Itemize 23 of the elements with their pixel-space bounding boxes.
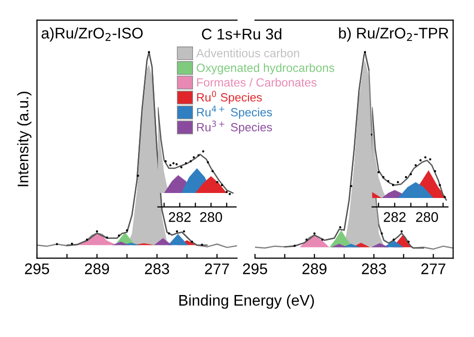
legend-label: Formates / Carbonates [197, 78, 316, 87]
chart-title: a)Ru/ZrO$_{2}$-ISO [42, 27, 143, 42]
x-tick-label: 295 [243, 263, 268, 274]
legend-label: Oxygenated hydrocarbons [196, 63, 334, 74]
text: C 1s+Ru 3d [202, 28, 282, 40]
chart-title: b) Ru/ZrO$_{2}$-TPR [339, 27, 448, 42]
x-tick-label: 282 [168, 212, 191, 222]
x-tick-label: 277 [421, 263, 446, 274]
x-tick-label: 277 [205, 263, 229, 274]
legend-label: Ru$^{0}$ Species [197, 90, 262, 104]
x-tick-label: 283 [145, 263, 170, 274]
x-tick-label: 282 [384, 212, 406, 222]
x-axis-title: Binding Energy (eV) [179, 294, 314, 309]
x-tick-label: 295 [24, 263, 50, 274]
x-tick-label: 280 [416, 212, 438, 222]
x-tick-label: 280 [200, 212, 222, 222]
legend-label: Ru$^{4+}$ Species [197, 106, 272, 119]
legend-label: Ru$^{3+}$ Species [197, 120, 272, 134]
y-axis-title: Intensity (a.u.) [17, 92, 32, 186]
legend-label: Adventitious carbon [196, 48, 300, 58]
x-tick-label: 289 [302, 263, 326, 274]
x-tick-label: 283 [362, 263, 386, 274]
x-tick-label: 289 [85, 263, 110, 274]
